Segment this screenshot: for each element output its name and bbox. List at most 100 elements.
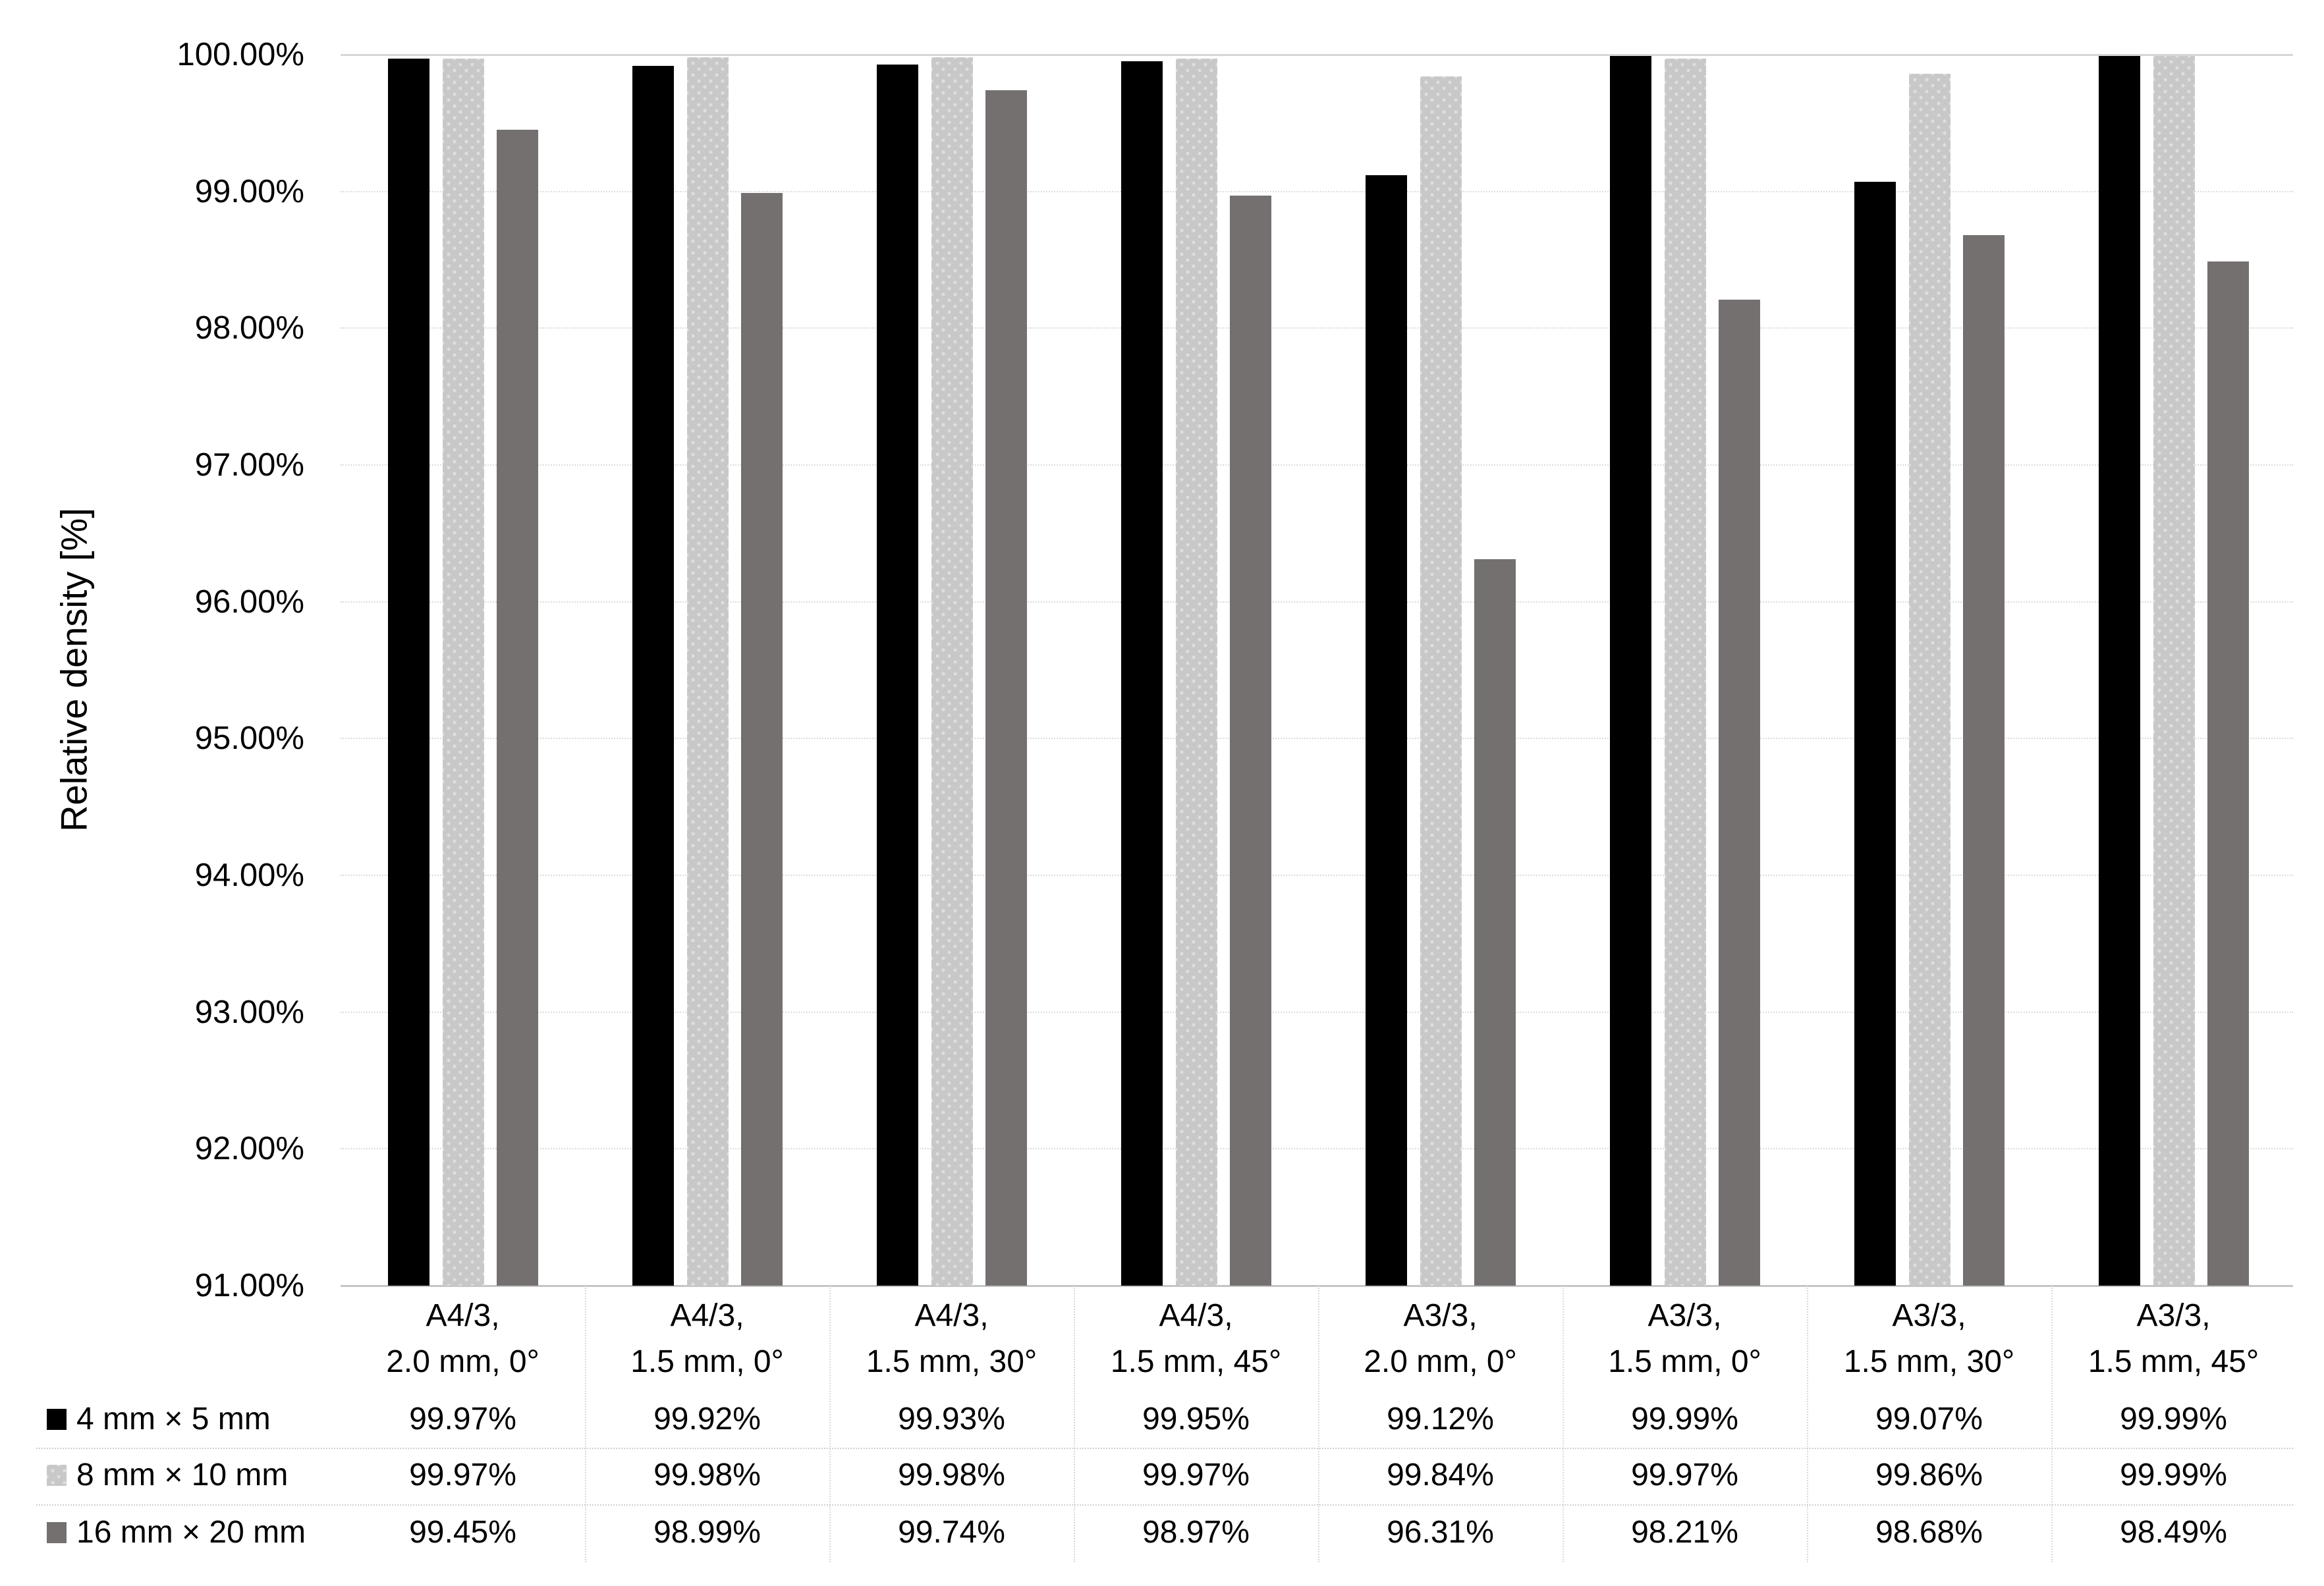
bar	[741, 192, 783, 1286]
bar	[1908, 74, 1950, 1286]
value-cell: 99.97%	[1142, 1458, 1250, 1492]
value-cell: 98.21%	[1631, 1515, 1738, 1550]
y-tick-label: 92.00%	[194, 1131, 304, 1167]
bar	[2153, 56, 2195, 1286]
bar	[1121, 61, 1163, 1286]
bar	[1230, 195, 1271, 1286]
bar	[985, 90, 1027, 1286]
y-tick-label: 93.00%	[194, 994, 304, 1030]
value-cell: 99.95%	[1142, 1402, 1250, 1436]
value-cell: 99.93%	[898, 1402, 1005, 1436]
value-cell: 98.49%	[2120, 1515, 2227, 1550]
column-divider	[585, 1286, 586, 1562]
legend-swatch	[47, 1409, 67, 1430]
value-cell: 99.86%	[1875, 1458, 1983, 1492]
value-cell: 98.68%	[1875, 1515, 1983, 1550]
category-label-line1: A4/3,	[426, 1298, 500, 1333]
category-label-line2: 1.5 mm, 30°	[866, 1344, 1038, 1379]
legend-swatch	[47, 1522, 67, 1543]
column-divider	[1318, 1286, 1319, 1562]
category-label-line1: A3/3,	[1647, 1298, 1722, 1333]
column-divider	[2051, 1286, 2053, 1562]
column-divider	[1563, 1286, 1564, 1562]
bar	[1719, 299, 1760, 1286]
gridline	[341, 738, 2293, 740]
value-cell: 99.99%	[1631, 1402, 1738, 1436]
value-cell: 99.97%	[1631, 1458, 1738, 1492]
value-cell: 99.84%	[1387, 1458, 1494, 1492]
category-label-line1: A3/3,	[2136, 1298, 2211, 1333]
y-tick-label: 98.00%	[194, 310, 304, 346]
value-cell: 99.12%	[1387, 1402, 1494, 1436]
value-cell: 99.99%	[2120, 1402, 2227, 1436]
y-tick-label: 96.00%	[194, 584, 304, 620]
value-cell: 99.98%	[653, 1458, 761, 1492]
value-cell: 98.99%	[653, 1515, 761, 1550]
column-divider	[1807, 1286, 1808, 1562]
value-cell: 99.97%	[409, 1458, 516, 1492]
bar	[442, 59, 484, 1286]
y-tick-label: 91.00%	[194, 1268, 304, 1303]
gridline	[341, 1285, 2293, 1287]
column-divider	[829, 1286, 831, 1562]
bar	[1175, 59, 1217, 1286]
legend-swatch	[47, 1465, 67, 1486]
bar	[1366, 175, 1407, 1286]
y-tick-label: 94.00%	[194, 858, 304, 893]
value-cell: 99.98%	[898, 1458, 1005, 1492]
bar	[497, 130, 538, 1286]
bar	[388, 59, 429, 1286]
gridline	[341, 1148, 2293, 1150]
value-cell: 99.99%	[2120, 1458, 2227, 1492]
category-label-line1: A4/3,	[670, 1298, 744, 1333]
gridline	[341, 190, 2293, 192]
legend-label: 4 mm × 5 mm	[76, 1402, 271, 1436]
category-label-line2: 2.0 mm, 0°	[386, 1344, 540, 1379]
bar	[1854, 182, 1896, 1286]
row-divider	[36, 1504, 2293, 1506]
bar	[1474, 559, 1516, 1286]
category-label-line2: 1.5 mm, 45°	[2088, 1344, 2259, 1379]
value-cell: 96.31%	[1387, 1515, 1494, 1550]
bar	[2207, 261, 2249, 1286]
category-label-line2: 1.5 mm, 45°	[1110, 1344, 1282, 1379]
gridline	[341, 875, 2293, 876]
row-divider	[36, 1448, 2293, 1449]
category-label-line2: 1.5 mm, 0°	[1608, 1344, 1761, 1379]
bar	[632, 65, 674, 1286]
bar	[2099, 56, 2140, 1286]
category-label-line1: A4/3,	[914, 1298, 989, 1333]
legend-label: 16 mm × 20 mm	[76, 1515, 306, 1550]
category-label-line2: 2.0 mm, 0°	[1364, 1344, 1517, 1379]
bar	[931, 57, 973, 1286]
category-label-line1: A4/3,	[1159, 1298, 1233, 1333]
value-cell: 99.92%	[653, 1402, 761, 1436]
value-cell: 99.74%	[898, 1515, 1005, 1550]
bar	[1610, 56, 1651, 1286]
column-divider	[1074, 1286, 1075, 1562]
y-tick-label: 99.00%	[194, 173, 304, 209]
value-cell: 99.45%	[409, 1515, 516, 1550]
y-axis-title: Relative density [%]	[53, 508, 95, 832]
bar	[877, 64, 918, 1286]
y-tick-label: 95.00%	[194, 721, 304, 757]
category-label-line1: A3/3,	[1403, 1298, 1478, 1333]
value-cell: 99.97%	[409, 1402, 516, 1436]
y-tick-label: 100.00%	[177, 37, 304, 72]
gridline	[341, 327, 2293, 329]
gridline	[341, 54, 2293, 56]
gridline	[341, 1011, 2293, 1013]
y-tick-label: 97.00%	[194, 447, 304, 483]
bar	[1420, 76, 1462, 1286]
value-cell: 99.07%	[1875, 1402, 1983, 1436]
gridline	[341, 464, 2293, 466]
category-label-line1: A3/3,	[1892, 1298, 1966, 1333]
bar	[1664, 59, 1706, 1286]
category-label-line2: 1.5 mm, 0°	[630, 1344, 784, 1379]
gridline	[341, 601, 2293, 603]
value-cell: 98.97%	[1142, 1515, 1250, 1550]
bar	[1963, 235, 2005, 1286]
legend-label: 8 mm × 10 mm	[76, 1458, 289, 1492]
category-label-line2: 1.5 mm, 30°	[1843, 1344, 2015, 1379]
